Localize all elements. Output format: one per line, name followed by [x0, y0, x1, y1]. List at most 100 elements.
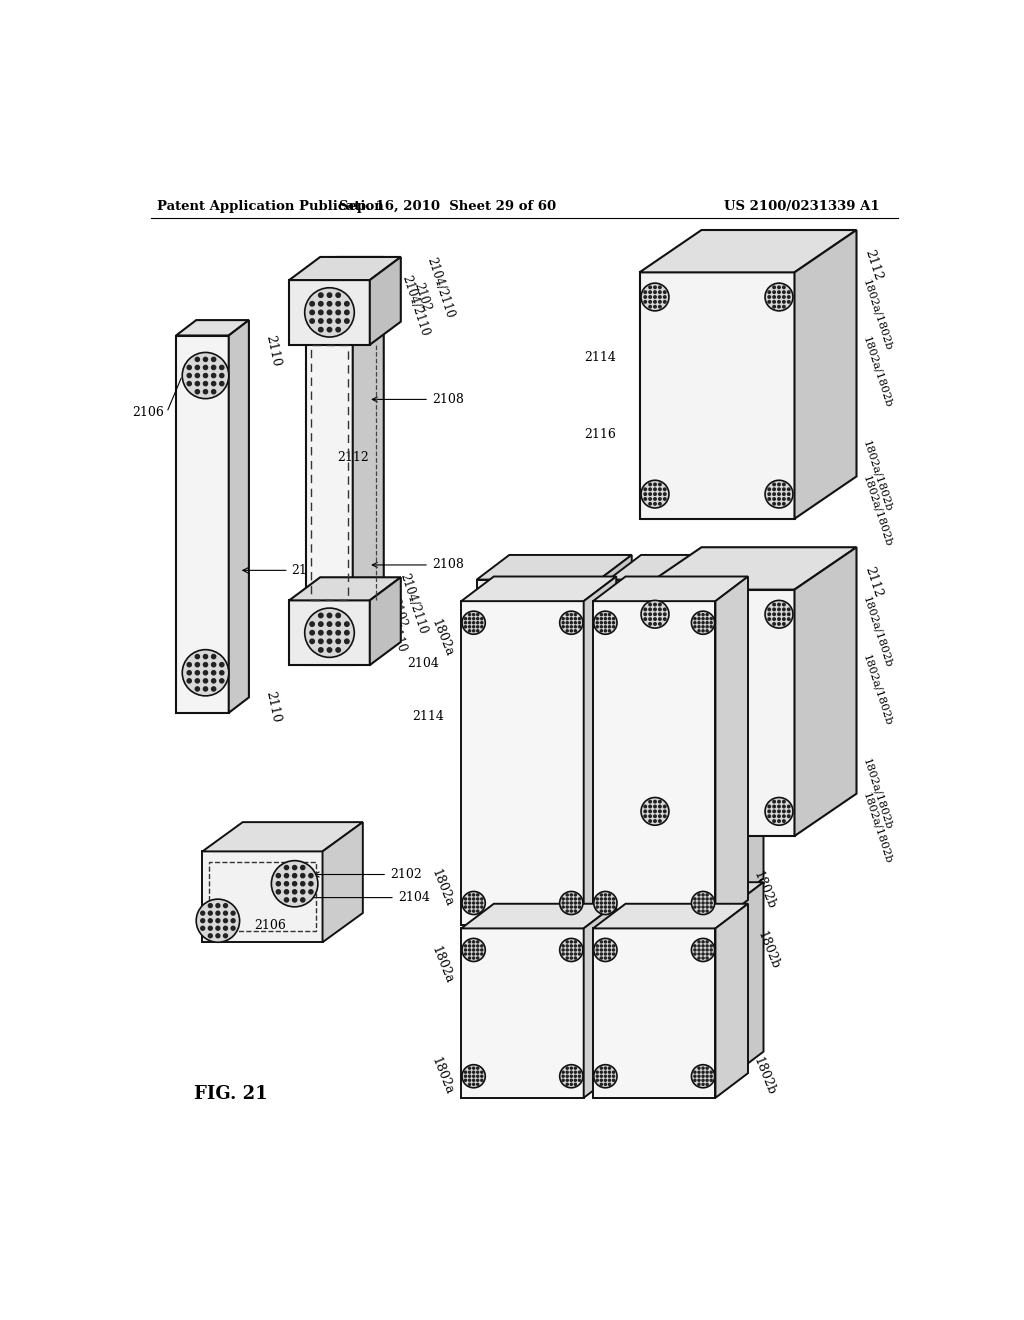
Circle shape [664, 296, 666, 298]
Circle shape [570, 1080, 572, 1081]
Circle shape [562, 906, 564, 908]
Circle shape [694, 626, 696, 628]
Circle shape [570, 1071, 572, 1073]
Circle shape [768, 609, 770, 611]
Circle shape [336, 648, 340, 652]
Circle shape [698, 941, 700, 942]
Circle shape [787, 488, 791, 491]
Circle shape [473, 941, 475, 942]
Circle shape [707, 618, 709, 619]
Circle shape [566, 941, 568, 942]
Circle shape [469, 1084, 471, 1085]
Circle shape [644, 290, 646, 293]
Circle shape [698, 1067, 700, 1069]
Circle shape [285, 890, 289, 894]
Polygon shape [593, 904, 748, 928]
Text: 1802a/1802b: 1802a/1802b [861, 595, 894, 669]
Text: 2112: 2112 [599, 754, 624, 788]
Circle shape [276, 890, 281, 894]
Circle shape [658, 503, 662, 506]
Circle shape [336, 622, 340, 626]
Circle shape [644, 618, 646, 620]
Circle shape [612, 898, 614, 900]
Circle shape [600, 618, 602, 619]
Polygon shape [306, 280, 352, 665]
Circle shape [702, 945, 705, 946]
Circle shape [579, 1076, 581, 1077]
Circle shape [644, 609, 646, 611]
Circle shape [778, 503, 780, 506]
Circle shape [768, 814, 770, 817]
Circle shape [469, 622, 471, 624]
Text: 1802b: 1802b [755, 569, 781, 611]
Polygon shape [716, 577, 748, 924]
Circle shape [644, 488, 646, 491]
Circle shape [596, 1071, 598, 1073]
Circle shape [658, 296, 662, 298]
Circle shape [345, 319, 349, 323]
Polygon shape [203, 851, 323, 942]
Circle shape [707, 957, 709, 960]
Circle shape [600, 902, 602, 904]
Circle shape [604, 626, 606, 628]
Circle shape [579, 618, 581, 619]
Circle shape [787, 810, 791, 813]
Circle shape [658, 810, 662, 813]
Text: 1802a: 1802a [428, 618, 455, 659]
Circle shape [773, 800, 775, 803]
Circle shape [778, 810, 780, 813]
Circle shape [658, 800, 662, 803]
Circle shape [608, 902, 610, 904]
Circle shape [658, 483, 662, 486]
Circle shape [469, 1071, 471, 1073]
Circle shape [778, 623, 780, 626]
Circle shape [600, 953, 602, 956]
Circle shape [196, 389, 200, 393]
Circle shape [664, 612, 666, 615]
Circle shape [345, 639, 349, 644]
Circle shape [608, 630, 610, 632]
Circle shape [469, 909, 471, 912]
Circle shape [562, 622, 564, 624]
Circle shape [570, 618, 572, 619]
Circle shape [612, 945, 614, 946]
Circle shape [710, 898, 713, 900]
Circle shape [710, 945, 713, 946]
Circle shape [608, 1080, 610, 1081]
Circle shape [707, 1067, 709, 1069]
Circle shape [477, 630, 479, 632]
Text: 1802b: 1802b [755, 929, 781, 972]
Circle shape [328, 622, 332, 626]
Circle shape [787, 301, 791, 304]
Circle shape [208, 904, 212, 908]
Circle shape [310, 310, 314, 314]
Circle shape [782, 492, 785, 495]
Circle shape [653, 488, 656, 491]
Circle shape [612, 1080, 614, 1081]
Circle shape [694, 898, 696, 900]
Circle shape [285, 874, 289, 878]
Text: 2112: 2112 [862, 565, 885, 599]
Circle shape [574, 1071, 577, 1073]
Circle shape [644, 805, 646, 808]
Circle shape [187, 678, 191, 682]
Circle shape [653, 618, 656, 620]
Circle shape [562, 902, 564, 904]
Circle shape [594, 891, 617, 915]
Circle shape [765, 797, 793, 825]
Circle shape [305, 609, 354, 657]
Circle shape [608, 1071, 610, 1073]
Circle shape [201, 911, 205, 915]
Circle shape [787, 296, 791, 298]
Circle shape [480, 945, 483, 946]
Circle shape [596, 906, 598, 908]
Circle shape [649, 603, 651, 606]
Circle shape [182, 352, 228, 399]
Circle shape [566, 957, 568, 960]
Circle shape [612, 622, 614, 624]
Circle shape [773, 603, 775, 606]
Circle shape [782, 488, 785, 491]
Circle shape [782, 301, 785, 304]
Circle shape [768, 618, 770, 620]
Circle shape [698, 949, 700, 950]
